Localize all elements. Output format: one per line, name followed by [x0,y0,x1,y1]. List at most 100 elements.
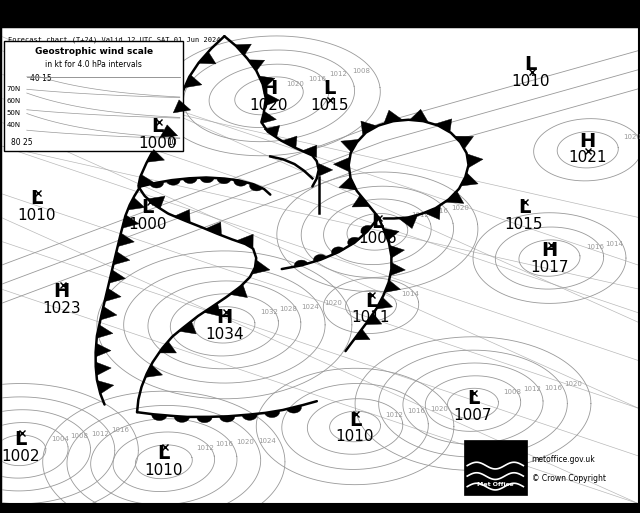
Text: 1015: 1015 [505,217,543,232]
Text: 1016: 1016 [308,76,326,82]
Polygon shape [424,206,440,220]
Text: 1020: 1020 [451,205,469,211]
Text: 1017: 1017 [530,260,569,275]
Polygon shape [319,164,333,176]
Text: 1012: 1012 [523,386,541,392]
Bar [4,41,183,151]
Polygon shape [113,251,130,265]
Text: L: L [157,444,170,463]
Polygon shape [147,149,164,162]
Polygon shape [365,313,381,325]
Text: L: L [365,291,377,310]
Text: L: L [524,55,536,74]
Text: 1008: 1008 [352,68,370,74]
Text: L: L [349,411,361,430]
Polygon shape [97,325,113,339]
Text: H: H [580,132,596,151]
Polygon shape [95,343,111,357]
Polygon shape [341,140,358,152]
Polygon shape [235,44,252,55]
Text: Forecast chart (T+24) Valid 12 UTC SAT 01 Jun 2024: Forecast chart (T+24) Valid 12 UTC SAT 0… [8,36,220,43]
Polygon shape [446,191,464,203]
Polygon shape [354,329,370,340]
Polygon shape [264,410,280,418]
Text: 1010: 1010 [511,74,550,89]
Text: 1024: 1024 [258,438,276,444]
Text: 1012: 1012 [411,212,429,219]
Text: 80 25: 80 25 [11,138,33,147]
Text: 1020: 1020 [250,98,288,113]
Text: 1016: 1016 [215,441,233,447]
Polygon shape [467,154,483,167]
Text: 40 15: 40 15 [30,74,52,84]
Polygon shape [435,119,452,132]
Polygon shape [109,270,125,283]
Polygon shape [376,297,392,309]
Polygon shape [237,234,253,248]
Text: 1008: 1008 [70,433,88,439]
Polygon shape [147,196,165,209]
Text: 60N: 60N [6,98,20,104]
Text: 1016: 1016 [111,427,130,433]
Polygon shape [461,173,478,186]
Polygon shape [217,177,231,184]
Text: L: L [151,117,164,136]
Text: 1020: 1020 [236,439,254,445]
Text: 1020: 1020 [623,134,640,140]
Text: 1000: 1000 [138,136,177,151]
Polygon shape [179,321,196,334]
Polygon shape [361,121,378,134]
Text: 1016: 1016 [586,244,604,250]
Text: 1034: 1034 [205,327,244,342]
Polygon shape [352,195,370,207]
Polygon shape [104,288,121,302]
Text: 1032: 1032 [260,309,278,315]
Text: 1020: 1020 [564,381,582,386]
Polygon shape [220,416,235,422]
Polygon shape [122,215,139,228]
Polygon shape [145,365,163,378]
Polygon shape [152,414,167,421]
Polygon shape [183,178,197,184]
Text: 1021: 1021 [568,150,607,165]
Polygon shape [127,197,145,210]
Polygon shape [184,75,202,88]
Text: 1011: 1011 [352,310,390,325]
Text: 1015: 1015 [310,98,349,113]
Polygon shape [390,263,405,275]
Text: 1010: 1010 [145,463,183,478]
Polygon shape [259,76,275,88]
Text: 1002: 1002 [1,448,40,464]
Polygon shape [410,109,428,122]
Text: L: L [14,430,27,449]
Polygon shape [234,179,248,186]
Polygon shape [302,145,317,157]
Polygon shape [294,260,308,267]
Text: 40N: 40N [6,122,20,128]
Text: 1007: 1007 [454,408,492,423]
Text: L: L [371,213,383,232]
Text: Met Office: Met Office [477,482,514,487]
Text: 1020: 1020 [286,81,304,87]
Text: © Crown Copyright: © Crown Copyright [532,474,605,483]
Polygon shape [385,281,401,292]
Polygon shape [138,174,154,188]
Text: 1016: 1016 [430,208,448,214]
Text: metoffice.gov.uk: metoffice.gov.uk [532,455,595,464]
Polygon shape [250,183,262,191]
Polygon shape [174,209,190,223]
Polygon shape [200,177,214,183]
Text: 1023: 1023 [42,301,81,315]
Text: 1028: 1028 [280,306,298,312]
Text: 1010: 1010 [336,429,374,444]
Text: H: H [541,242,557,261]
Polygon shape [287,406,301,413]
Text: L: L [518,199,530,218]
Polygon shape [95,362,111,376]
Polygon shape [242,414,257,420]
Text: 1000: 1000 [129,217,167,232]
Polygon shape [456,136,474,148]
Text: 1024: 1024 [301,304,319,310]
Polygon shape [248,60,264,71]
Polygon shape [282,136,297,148]
